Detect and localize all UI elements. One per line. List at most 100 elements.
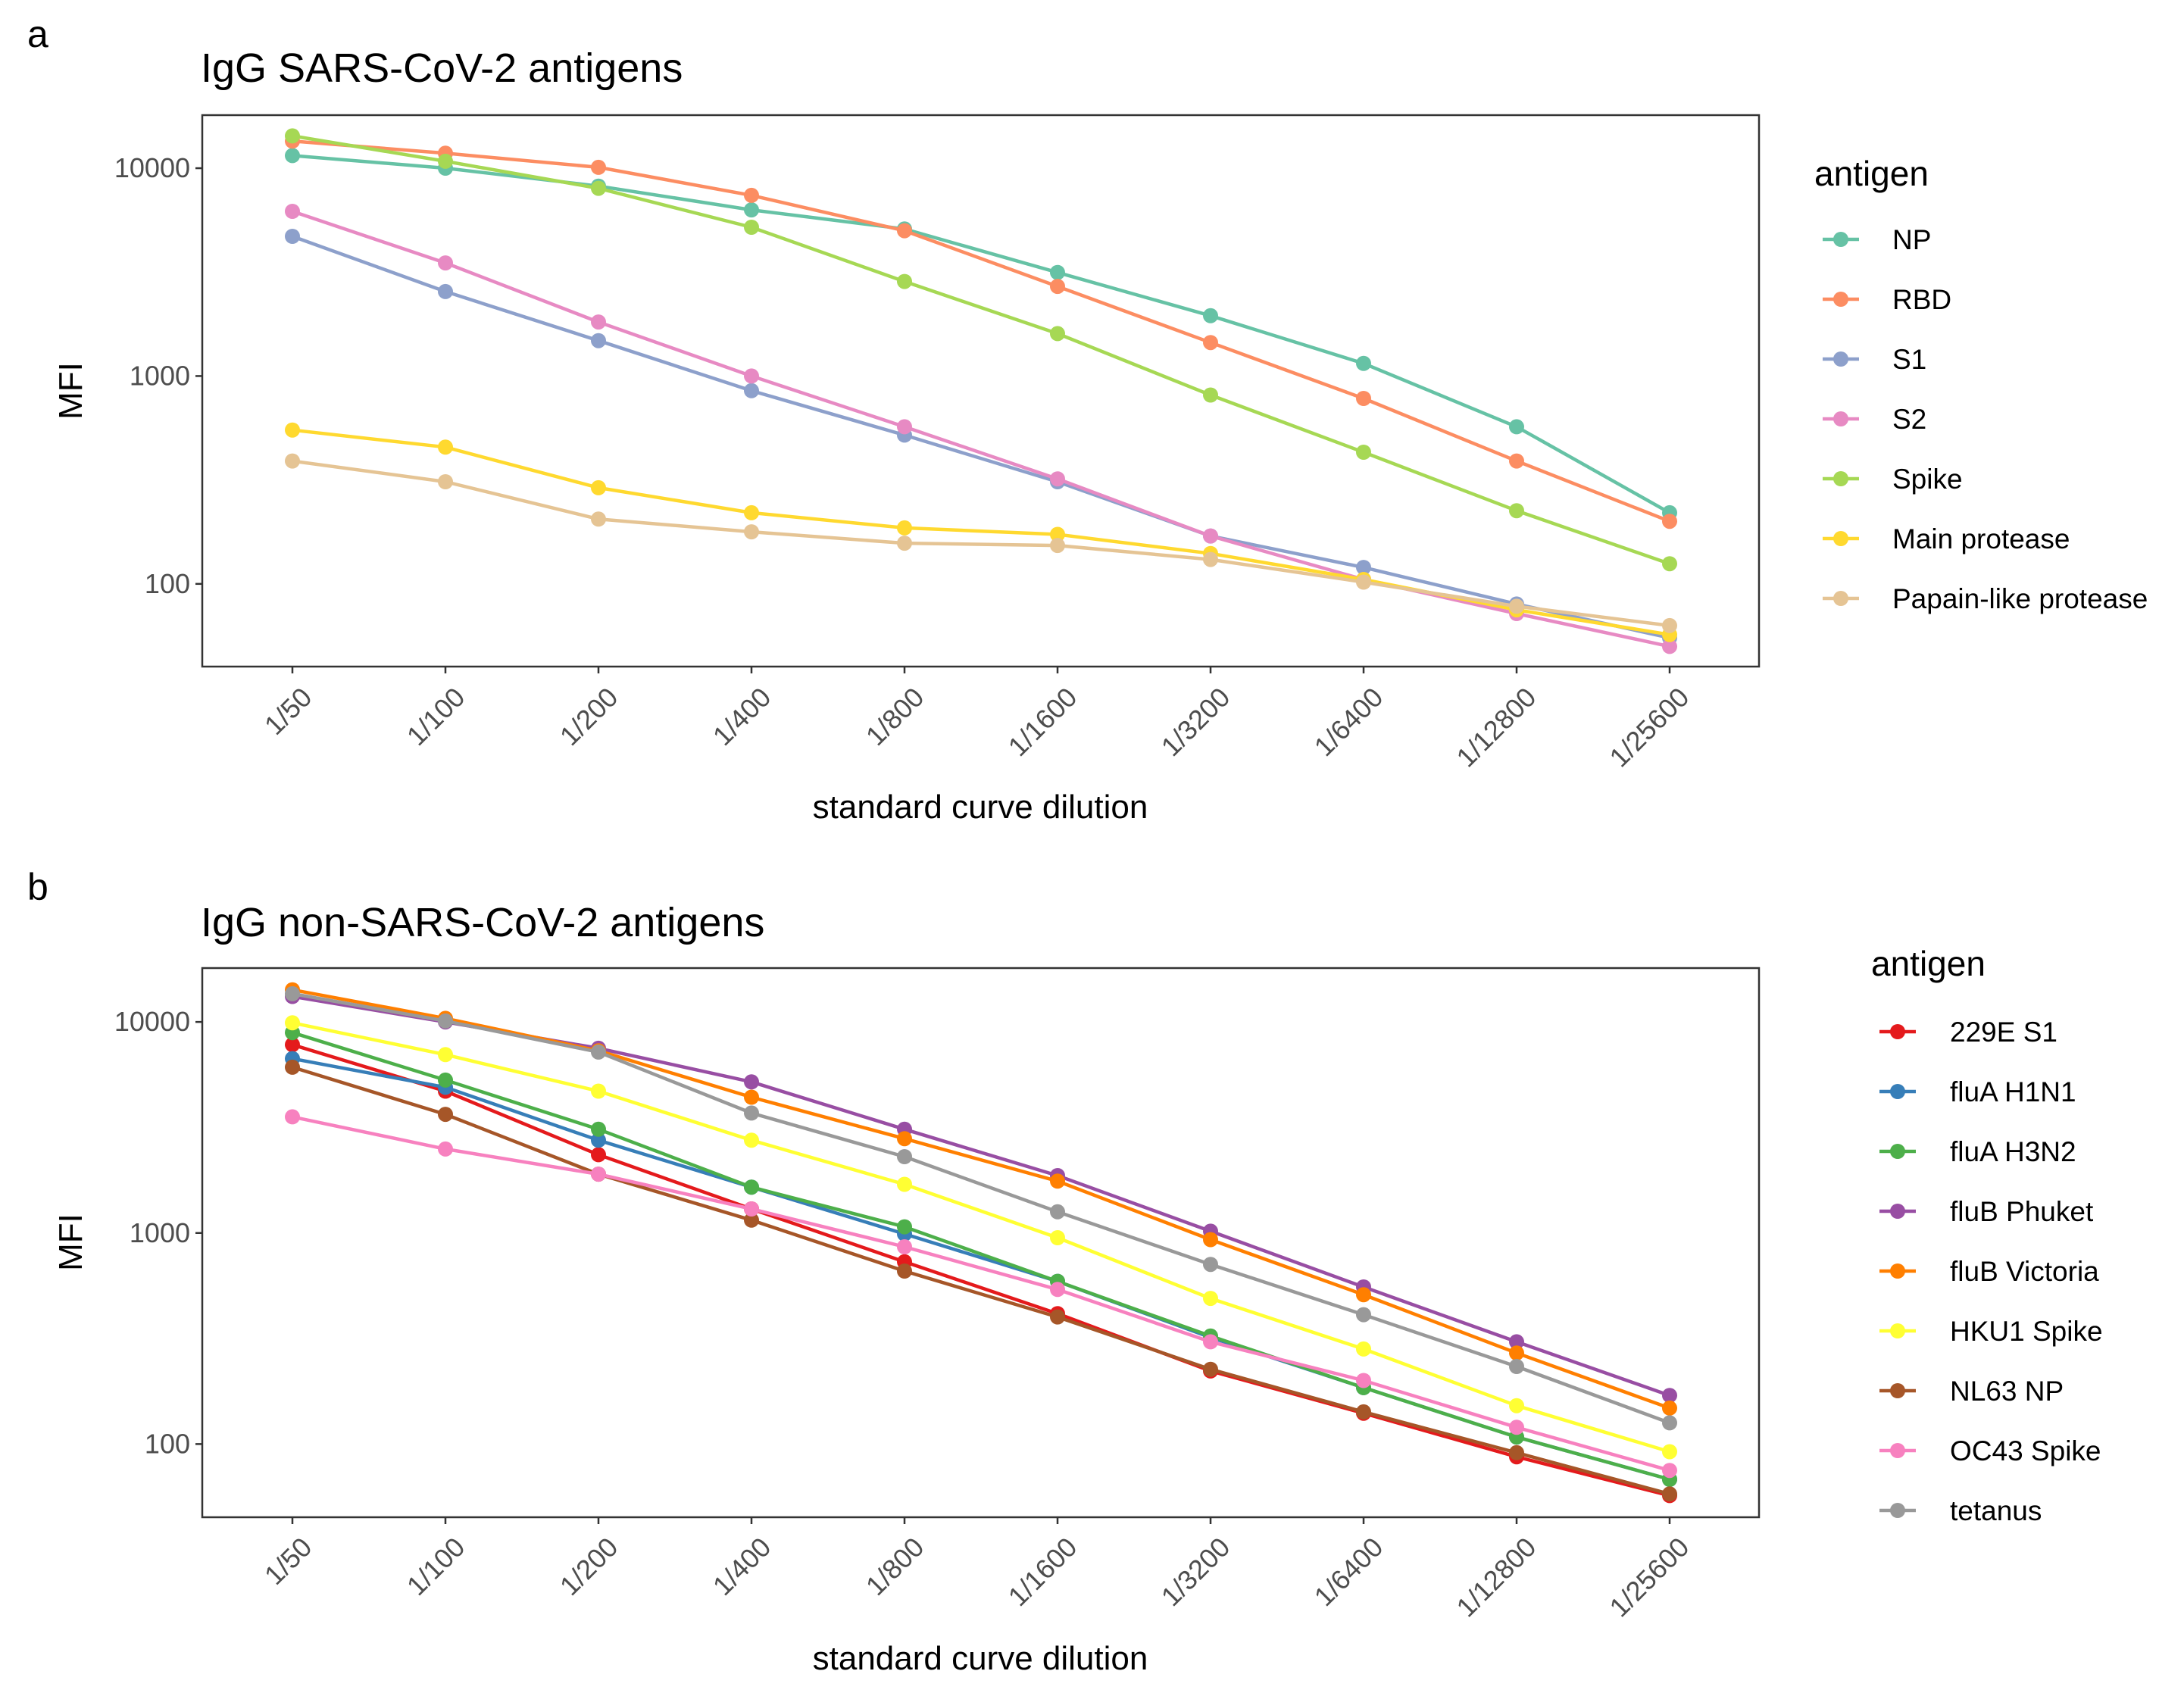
legend-key-point-hku1-spike <box>1890 1323 1905 1338</box>
data-point-papain-like-protease <box>1356 574 1371 590</box>
data-point-spike <box>744 220 759 235</box>
data-point-spike <box>285 128 300 144</box>
legend-key-point-nl63-np <box>1890 1383 1905 1398</box>
data-point-np <box>1203 308 1218 323</box>
legend-label-main-protease: Main protease <box>1892 523 2070 554</box>
data-point-papain-like-protease <box>744 524 759 540</box>
legend-key-point-flub-phuket <box>1890 1204 1905 1219</box>
data-point-oc43-spike <box>1203 1334 1218 1350</box>
y-tick-label: 1000 <box>130 1217 190 1248</box>
x-tick-label: 1/6400 <box>1308 681 1389 762</box>
series-line-hku1-spike <box>292 1021 1670 1454</box>
data-point-spike <box>438 153 453 169</box>
data-point-flub-victoria <box>1050 1173 1065 1189</box>
x-tick-label: 1/400 <box>707 681 777 751</box>
legend-label-229e-s1: 229E S1 <box>1950 1017 2057 1048</box>
data-point-flub-victoria <box>1356 1287 1371 1303</box>
y-tick-label: 1000 <box>130 360 190 391</box>
data-point-spike <box>1662 556 1677 572</box>
data-point-main-protease <box>897 520 912 536</box>
data-point-papain-like-protease <box>1050 538 1065 554</box>
data-point-rbd <box>1203 335 1218 351</box>
data-point-s1 <box>591 333 606 348</box>
legend-key-point-s2 <box>1833 411 1848 426</box>
data-point-flua-h1n1 <box>591 1132 606 1148</box>
y-axis-label: MFI <box>52 1213 89 1271</box>
data-point-spike <box>1050 326 1065 342</box>
x-tick-label: 1/12800 <box>1450 681 1542 773</box>
data-point-main-protease <box>591 479 606 495</box>
y-tick-label: 10000 <box>114 152 190 183</box>
plot-border <box>201 114 1761 668</box>
data-point-spike <box>1203 387 1218 403</box>
legend-key-point-spike <box>1833 471 1848 486</box>
data-point-np <box>1509 419 1524 435</box>
x-tick-label: 1/3200 <box>1155 1531 1236 1612</box>
data-point-main-protease <box>744 504 759 520</box>
legend-label-flub-phuket: fluB Phuket <box>1950 1196 2094 1227</box>
data-point-hku1-spike <box>285 1015 300 1031</box>
data-point-papain-like-protease <box>285 453 300 469</box>
data-point-flub-victoria <box>744 1089 759 1105</box>
x-tick-label: 1/800 <box>860 1531 930 1601</box>
data-point-hku1-spike <box>1509 1398 1524 1413</box>
data-point-flub-victoria <box>1203 1232 1218 1248</box>
data-point-s1 <box>438 283 453 299</box>
data-point-spike <box>591 180 606 196</box>
data-point-rbd <box>1050 279 1065 295</box>
chart-panel-a: a IgG SARS-CoV-2 antigens 100 1000 10000 1/50… <box>27 13 2148 826</box>
x-axis-label: standard curve dilution <box>813 789 1148 826</box>
data-point-np <box>744 202 759 218</box>
series-line-nl63-np <box>292 1065 1670 1496</box>
data-point-hku1-spike <box>1356 1341 1371 1357</box>
data-point-nl63-np <box>1203 1361 1218 1377</box>
data-point-flub-phuket <box>1662 1388 1677 1404</box>
data-point-s1 <box>1356 560 1371 576</box>
data-point-rbd <box>744 187 759 203</box>
data-point-s1 <box>744 383 759 398</box>
x-tick-label: 1/200 <box>554 681 624 751</box>
data-point-spike <box>897 273 912 289</box>
data-point-rbd <box>1509 453 1524 469</box>
series-line-flua-h3n2 <box>292 1031 1670 1482</box>
x-tick-label: 1/100 <box>401 681 471 751</box>
data-point-oc43-spike <box>1050 1282 1065 1298</box>
data-point-main-protease <box>1050 526 1065 542</box>
legend-key-point-papain-like-protease <box>1833 591 1848 606</box>
data-point-229e-s1 <box>591 1147 606 1163</box>
legend-key-point-rbd <box>1833 292 1848 307</box>
data-point-np <box>1050 264 1065 280</box>
data-point-oc43-spike <box>744 1201 759 1217</box>
series-line-np <box>292 154 1671 514</box>
data-point-nl63-np <box>438 1107 453 1123</box>
series-line-s2 <box>292 209 1670 648</box>
x-tick-label: 1/12800 <box>1450 1531 1542 1623</box>
data-point-oc43-spike <box>897 1239 912 1254</box>
legend: antigen 229E S1 fluA H1N1 fluA H3N2 fluB Phu… <box>1871 944 2103 1526</box>
y-tick-label: 100 <box>145 568 190 599</box>
data-point-s2 <box>897 419 912 435</box>
data-point-s2 <box>744 368 759 384</box>
legend-label-flub-victoria: fluB Victoria <box>1950 1256 2099 1287</box>
legend-key-point-flub-victoria <box>1890 1263 1905 1279</box>
data-point-flua-h3n2 <box>744 1179 759 1195</box>
data-point-oc43-spike <box>1356 1373 1371 1388</box>
data-point-spike <box>1356 445 1371 460</box>
data-point-np <box>285 148 300 164</box>
x-tick-label: 1/3200 <box>1155 681 1236 762</box>
data-point-tetanus <box>1203 1257 1218 1273</box>
data-point-flua-h3n2 <box>591 1121 606 1137</box>
series-line-229e-s1 <box>292 1043 1670 1498</box>
series-group <box>285 128 1677 654</box>
legend-label-flua-h3n2: fluA H3N2 <box>1950 1136 2076 1167</box>
legend: antigen NP RBD S1 S2 Spike Main protease Papain… <box>1814 154 2148 614</box>
data-point-nl63-np <box>744 1212 759 1228</box>
data-point-papain-like-protease <box>1662 617 1677 633</box>
data-point-tetanus <box>1509 1359 1524 1374</box>
data-point-nl63-np <box>1509 1445 1524 1460</box>
data-point-papain-like-protease <box>591 511 606 527</box>
x-tick-label: 1/200 <box>554 1531 624 1601</box>
data-point-s2 <box>1203 528 1218 544</box>
x-tick-label: 1/50 <box>258 1531 318 1591</box>
